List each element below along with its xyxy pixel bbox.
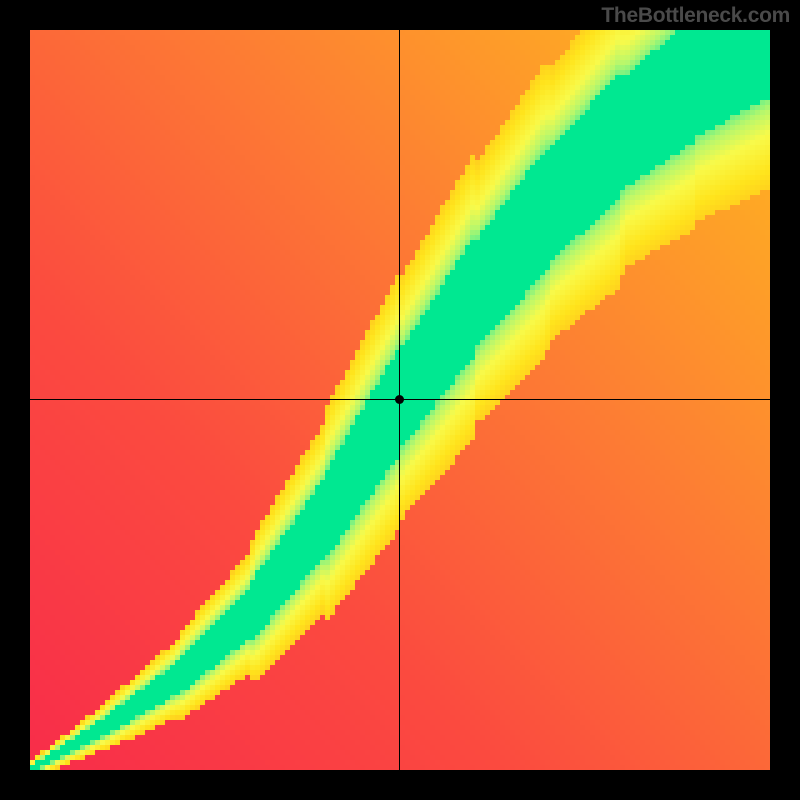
- watermark-text: TheBottleneck.com: [601, 4, 790, 28]
- heatmap-plot: [30, 30, 770, 770]
- crosshair-marker: [395, 395, 404, 404]
